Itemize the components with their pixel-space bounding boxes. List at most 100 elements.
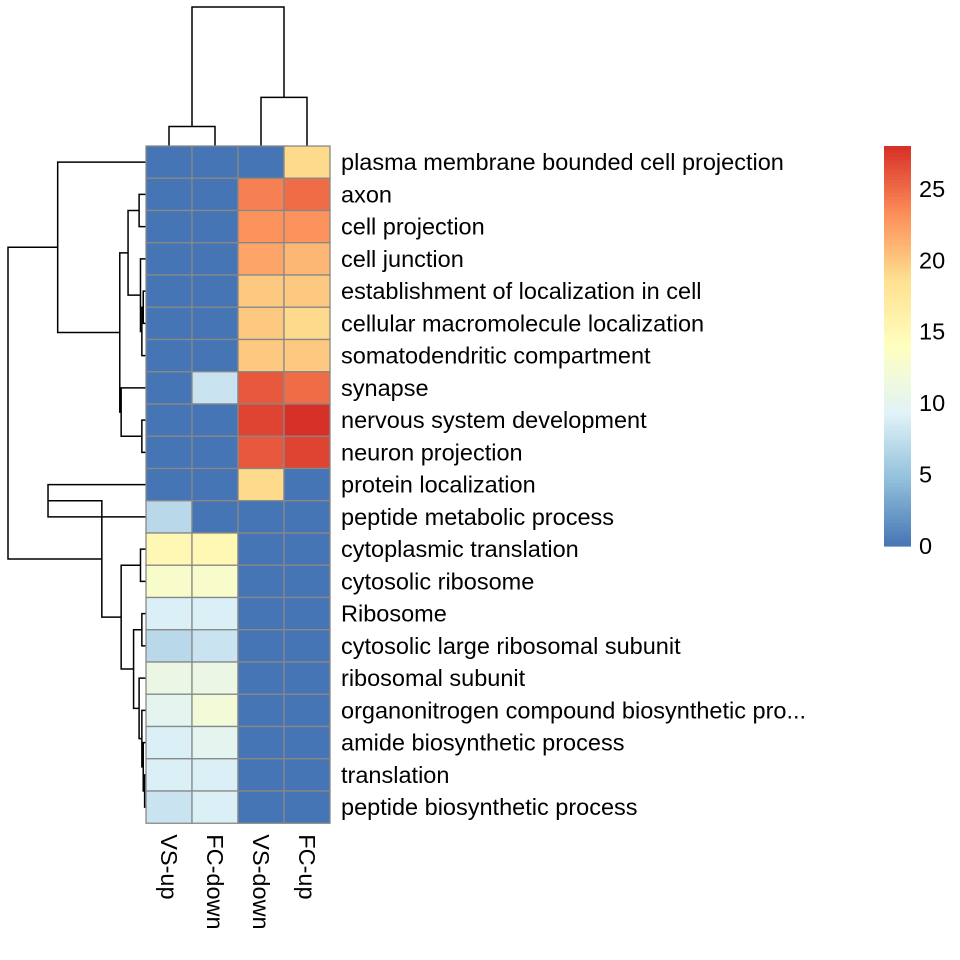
row-label: organonitrogen compound biosynthetic pro… xyxy=(341,697,806,723)
legend-gradient-segment xyxy=(884,522,911,527)
heatmap-cell xyxy=(283,177,331,212)
dendrogram-branch xyxy=(191,6,285,127)
dendrogram-branch xyxy=(141,306,146,357)
column-labels: VS-up FC-down VS-down FC-up xyxy=(156,834,320,929)
legend-gradient-segment xyxy=(884,436,911,440)
legend-gradient-segment xyxy=(884,439,911,444)
heatmap-cell xyxy=(283,145,331,179)
legend-gradient-segment xyxy=(884,299,911,304)
legend-gradient-segment xyxy=(884,532,911,537)
legend-gradient-segment xyxy=(884,166,911,170)
heatmap-cell xyxy=(237,306,285,341)
heatmap-cell xyxy=(283,629,331,663)
legend-gradient-segment xyxy=(884,389,911,394)
legend-gradient-segment xyxy=(884,366,911,370)
dendrogram-branch xyxy=(138,677,146,740)
row-dendrogram xyxy=(7,161,146,808)
legend-gradient-segment xyxy=(884,379,911,384)
dendrogram-branch xyxy=(139,548,146,583)
legend-gradient-segment xyxy=(884,496,911,500)
heatmap-cell xyxy=(283,274,331,308)
legend-gradient-segment xyxy=(884,382,911,387)
heatmap-cell xyxy=(237,467,285,502)
heatmap-cell xyxy=(145,758,193,792)
legend-gradient-segment xyxy=(884,349,911,354)
legend-gradient-segment xyxy=(884,392,911,397)
legend-gradient-segment xyxy=(884,459,911,464)
legend-gradient-segment xyxy=(884,419,911,424)
legend-gradient-segment xyxy=(884,339,911,344)
legend-gradient-segment xyxy=(884,422,911,427)
legend-gradient-segment xyxy=(884,346,911,350)
legend-gradient-segment xyxy=(884,432,911,437)
heatmap-cell xyxy=(145,435,193,470)
dendrogram-branch xyxy=(168,125,216,146)
legend-gradient-segment xyxy=(884,159,911,164)
heatmap-cell xyxy=(191,467,239,502)
legend-gradient-segment xyxy=(884,162,911,167)
dendrogram-branch xyxy=(260,96,308,146)
heatmap-cell xyxy=(283,758,331,792)
legend-gradient-segment xyxy=(884,149,911,154)
dendrogram-branch xyxy=(138,193,146,228)
legend-gradient-segment xyxy=(884,236,911,240)
legend-gradient-segment xyxy=(884,242,911,247)
legend-gradient-segment xyxy=(884,359,911,364)
dendrogram-branch xyxy=(141,612,146,647)
legend-gradient-segment xyxy=(884,482,911,487)
legend-gradient-segment xyxy=(884,296,911,300)
legend-gradient-segment xyxy=(884,229,911,234)
row-label: peptide biosynthetic process xyxy=(341,794,638,820)
row-label: axon xyxy=(341,181,392,207)
heatmap-cell xyxy=(283,403,331,437)
legend-gradient-segment xyxy=(884,179,911,184)
heatmap-cell xyxy=(145,564,193,599)
dendrogram-branch xyxy=(120,387,146,437)
heatmap-cell xyxy=(237,435,285,470)
heatmap-cell xyxy=(145,790,193,824)
legend-gradient-segment xyxy=(884,169,911,174)
dendrogram-branch xyxy=(120,564,141,670)
dendrogram-branch xyxy=(132,629,142,710)
heatmap-cell xyxy=(191,306,239,341)
heatmap-cell xyxy=(237,532,285,566)
legend-gradient-segment xyxy=(884,416,911,420)
heatmap-cell xyxy=(191,758,239,792)
heatmap-cell xyxy=(283,725,331,760)
legend-gradient-segment xyxy=(884,516,911,520)
legend-gradient-segment xyxy=(884,452,911,457)
row-label: plasma membrane bounded cell projection xyxy=(341,149,784,175)
dendrogram-branch xyxy=(142,741,146,792)
legend-gradient-segment xyxy=(884,249,911,254)
legend-gradient-segment xyxy=(884,356,911,360)
row-label: neuron projection xyxy=(341,439,523,465)
legend-gradient-segment xyxy=(884,276,911,280)
heatmap-cell xyxy=(191,145,239,179)
legend-gradient-segment xyxy=(884,202,911,207)
row-label: cytoplasmic translation xyxy=(341,536,579,562)
heatmap-cell xyxy=(145,725,193,760)
color-legend: 0 5 10 15 20 25 xyxy=(884,146,945,559)
heatmap-cells xyxy=(145,145,331,824)
legend-gradient-segment xyxy=(884,272,911,277)
heatmap-cell xyxy=(191,242,239,276)
heatmap-cell xyxy=(283,435,331,470)
legend-gradient-segment xyxy=(884,462,911,467)
heatmap-cell xyxy=(145,532,193,566)
legend-gradient-segment xyxy=(884,199,911,204)
dendrogram-branch xyxy=(142,290,146,325)
legend-gradient-segment xyxy=(884,282,911,287)
column-label: VS-up xyxy=(156,834,182,899)
heatmap-cell xyxy=(283,338,331,373)
legend-gradient-segment xyxy=(884,409,911,414)
legend-gradient-segment xyxy=(884,302,911,307)
legend-gradient-segment xyxy=(884,429,911,434)
column-label: VS-down xyxy=(248,834,274,929)
heatmap-cell xyxy=(191,661,239,695)
column-label: FC-down xyxy=(202,834,228,929)
legend-gradient-segment xyxy=(884,269,911,274)
legend-gradient-segment xyxy=(884,312,911,317)
heatmap-cell xyxy=(191,435,239,470)
legend-gradient-segment xyxy=(884,189,911,194)
